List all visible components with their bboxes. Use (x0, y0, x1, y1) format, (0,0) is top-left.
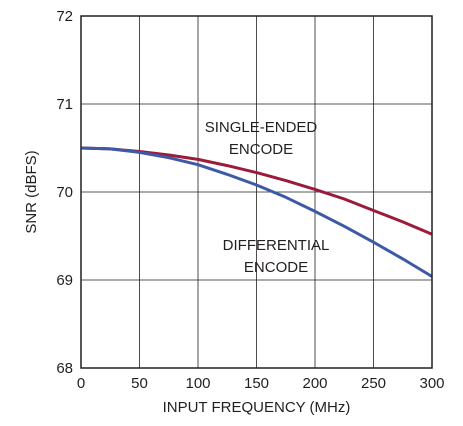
y-tick-label: 69 (56, 272, 73, 289)
x-tick-label: 50 (131, 375, 148, 392)
series-label-line: ENCODE (244, 259, 308, 276)
y-axis-title: SNR (dBFS) (23, 150, 40, 233)
series-label-line: SINGLE-ENDED (205, 119, 318, 136)
x-tick-label: 150 (244, 375, 269, 392)
y-tick-label: 71 (56, 96, 73, 113)
y-tick-label: 72 (56, 8, 73, 25)
series-label-single-ended: SINGLE-ENDED ENCODE (205, 119, 318, 158)
series-label-differential: DIFFERENTIAL ENCODE (223, 237, 330, 276)
plot-frame (80, 15, 433, 369)
series-label-line: ENCODE (229, 141, 293, 158)
series-lines (80, 146, 433, 278)
series-label-line: DIFFERENTIAL (223, 237, 330, 254)
x-tick-label: 250 (361, 375, 386, 392)
x-axis-title: INPUT FREQUENCY (MHz) (163, 399, 351, 416)
series-line-differential (80, 146, 433, 278)
x-tick-label: 200 (302, 375, 327, 392)
y-tick-label: 70 (56, 184, 73, 201)
tick-labels: 0 50 100 150 200 250 300 68 69 70 71 72 (56, 8, 444, 392)
x-tick-label: 300 (419, 375, 444, 392)
grid (81, 16, 432, 368)
x-tick-label: 0 (77, 375, 85, 392)
y-tick-label: 68 (56, 360, 73, 377)
series-annotations: SINGLE-ENDED ENCODE DIFFERENTIAL ENCODE (205, 119, 330, 276)
x-tick-label: 100 (185, 375, 210, 392)
